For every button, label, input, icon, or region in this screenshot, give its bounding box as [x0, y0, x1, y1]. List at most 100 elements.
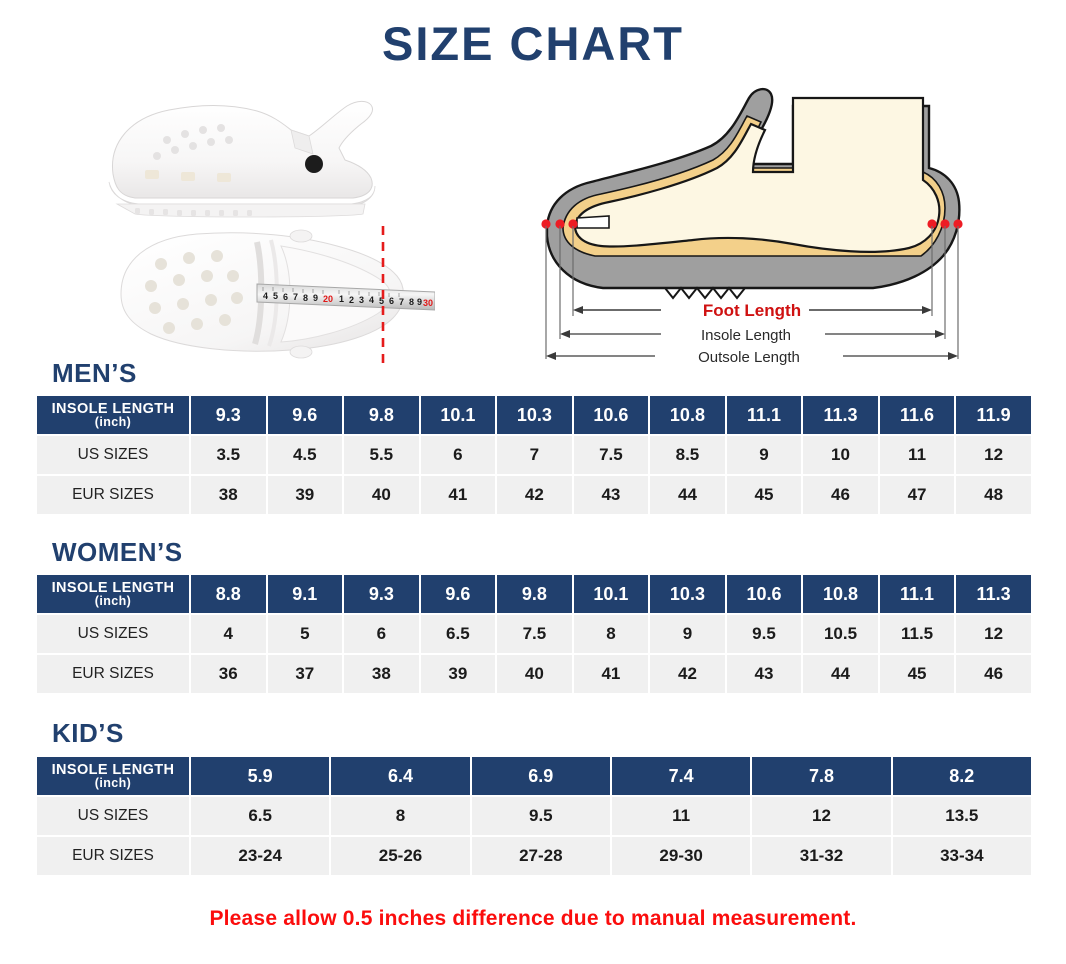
svg-text:6: 6 [389, 296, 394, 306]
insole-length-header-text: INSOLE LENGTH [51, 761, 175, 778]
insole-length-value: 9.3 [191, 396, 266, 434]
table-header-row: INSOLE LENGTH (inch) 9.3 9.6 9.8 10.1 10.3 10… [37, 396, 1031, 434]
size-value: 6.5 [191, 797, 330, 835]
size-value: 8.5 [650, 436, 725, 474]
insole-length-value: 11.6 [879, 396, 955, 434]
size-value: 44 [650, 476, 725, 514]
table-header-row: INSOLE LENGTH (inch) 8.8 9.1 9.3 9.6 9.8 10.1… [37, 575, 1031, 613]
size-value: 42 [497, 476, 572, 514]
size-table-womens: INSOLE LENGTH (inch) 8.8 9.1 9.3 9.6 9.8 10.1… [35, 573, 1033, 695]
table-row: EUR SIZES 36 37 38 39 40 41 42 43 44 45 46 [37, 655, 1031, 693]
insole-length-value: 9.3 [344, 575, 419, 613]
size-value: 9.5 [471, 797, 610, 835]
size-value: 10.5 [803, 615, 878, 653]
svg-text:3: 3 [359, 295, 364, 305]
size-value: 7 [497, 436, 572, 474]
size-value: 42 [650, 655, 725, 693]
insole-length-value: 10.6 [573, 396, 649, 434]
insole-length-value: 6.4 [331, 757, 470, 795]
insole-length-value: 7.8 [752, 757, 891, 795]
insole-length-value: 7.4 [611, 757, 751, 795]
size-value: 41 [420, 476, 496, 514]
outsole-length-label: Outsole Length [698, 349, 800, 366]
size-value: 39 [267, 476, 343, 514]
svg-text:8: 8 [303, 293, 308, 303]
row-label: US SIZES [37, 797, 189, 835]
insole-length-header-unit: (inch) [94, 594, 132, 608]
insole-length-value: 9.1 [267, 575, 343, 613]
svg-text:6: 6 [283, 292, 288, 302]
size-value: 7.5 [497, 615, 572, 653]
insole-length-value: 9.8 [497, 575, 572, 613]
size-value: 25-26 [331, 837, 470, 875]
svg-text:9: 9 [313, 293, 318, 303]
insole-length-value: 11.3 [956, 575, 1031, 613]
section-heading-kids: KID’S [52, 718, 124, 748]
insole-length-header-text: INSOLE LENGTH [51, 400, 175, 417]
svg-text:7: 7 [293, 292, 298, 302]
size-value: 29-30 [611, 837, 751, 875]
size-value: 11 [611, 797, 751, 835]
insole-length-header: INSOLE LENGTH (inch) [37, 575, 189, 613]
table-row: EUR SIZES 38 39 40 41 42 43 44 45 46 47 48 [37, 476, 1031, 514]
measurement-points [541, 219, 963, 229]
insole-length-value: 10.1 [573, 575, 649, 613]
insole-length-value: 5.9 [191, 757, 330, 795]
svg-text:9: 9 [417, 297, 422, 307]
size-value: 23-24 [191, 837, 330, 875]
size-value: 44 [803, 655, 878, 693]
size-value: 11.5 [879, 615, 955, 653]
insole-length-value: 10.8 [650, 396, 725, 434]
size-value: 37 [267, 655, 343, 693]
table-header-row: INSOLE LENGTH (inch) 5.9 6.4 6.9 7.4 7.8 8.2 [37, 757, 1031, 795]
size-value: 31-32 [752, 837, 891, 875]
size-value: 40 [344, 476, 419, 514]
size-value: 6 [420, 436, 496, 474]
size-value: 46 [803, 476, 878, 514]
insole-length-value: 9.6 [267, 396, 343, 434]
insole-length-value: 9.6 [420, 575, 496, 613]
table-row: US SIZES 3.5 4.5 5.5 6 7 7.5 8.5 9 10 11 12 [37, 436, 1031, 474]
foot-length-label: Foot Length [703, 301, 801, 320]
svg-text:2: 2 [349, 295, 354, 305]
size-value: 11 [879, 436, 955, 474]
size-value: 6 [344, 615, 419, 653]
size-value: 9.5 [726, 615, 802, 653]
svg-text:5: 5 [379, 296, 384, 306]
size-value: 43 [573, 476, 649, 514]
size-value: 45 [879, 655, 955, 693]
foot-measurement-diagram: Foot Length Insole Length Outsole Length [541, 87, 963, 366]
size-value: 47 [879, 476, 955, 514]
size-value: 13.5 [892, 797, 1031, 835]
size-value: 12 [752, 797, 891, 835]
size-value: 7.5 [573, 436, 649, 474]
svg-text:8: 8 [409, 297, 414, 307]
size-value: 41 [573, 655, 649, 693]
size-value: 48 [956, 476, 1031, 514]
size-value: 12 [956, 436, 1031, 474]
insole-length-value: 9.8 [344, 396, 419, 434]
section-heading-mens: MEN’S [52, 358, 137, 388]
size-value: 4.5 [267, 436, 343, 474]
svg-text:4: 4 [369, 295, 374, 305]
insole-length-header-text: INSOLE LENGTH [51, 579, 175, 596]
size-value: 6.5 [420, 615, 496, 653]
size-value: 4 [191, 615, 266, 653]
insole-length-value: 11.1 [879, 575, 955, 613]
table-row: US SIZES 6.5 8 9.5 11 12 13.5 [37, 797, 1031, 835]
insole-length-header-unit: (inch) [94, 776, 132, 790]
size-value: 9 [726, 436, 802, 474]
insole-length-value: 11.1 [726, 396, 802, 434]
insole-length-header: INSOLE LENGTH (inch) [37, 396, 189, 434]
table-row: EUR SIZES 23-24 25-26 27-28 29-30 31-32 33-34 [37, 837, 1031, 875]
size-value: 45 [726, 476, 802, 514]
svg-text:4: 4 [263, 291, 268, 301]
insole-length-value: 11.9 [956, 396, 1031, 434]
size-value: 3.5 [191, 436, 266, 474]
svg-text:7: 7 [399, 297, 404, 307]
insole-length-value: 10.3 [650, 575, 725, 613]
